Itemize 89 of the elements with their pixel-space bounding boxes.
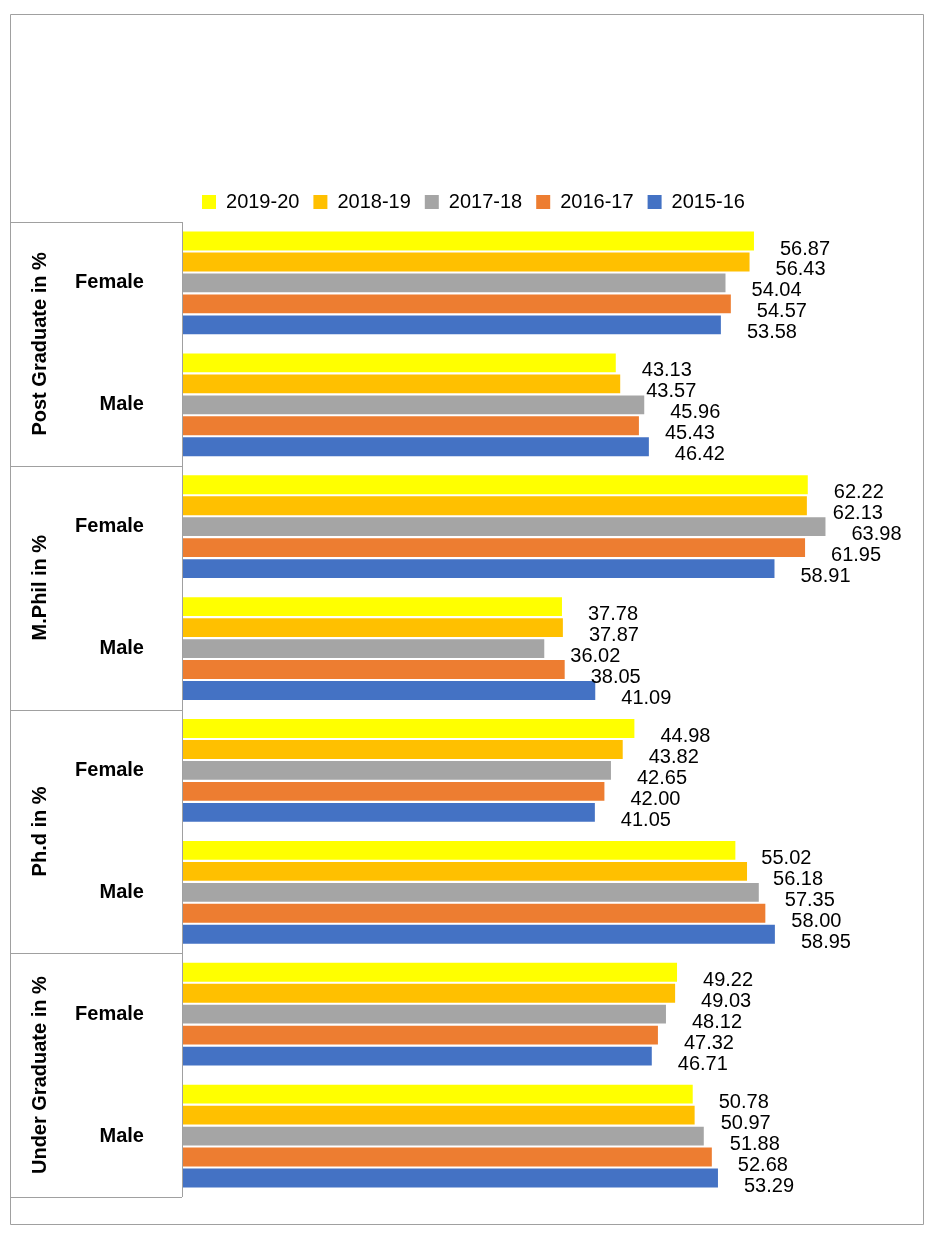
data-label: 57.35	[784, 887, 835, 910]
text: Ph.d in %	[27, 786, 50, 877]
data-label: 37.87	[588, 623, 639, 646]
text: M.Phil in %	[27, 534, 50, 641]
bar	[182, 597, 562, 617]
data-label: 51.88	[729, 1131, 780, 1154]
bar	[182, 740, 623, 759]
bar	[182, 1168, 718, 1188]
data-label: 41.05	[620, 807, 671, 830]
bar	[182, 903, 766, 923]
data-label: 62.22	[833, 480, 884, 503]
data-label: 42.65	[636, 765, 688, 788]
data-label: 36.02	[570, 644, 621, 667]
legend-label: 2017-18	[448, 189, 523, 212]
y-tick-label: Female	[75, 1001, 144, 1024]
bar	[182, 252, 750, 272]
bar	[182, 802, 595, 822]
y-tick-label: Male	[99, 879, 144, 902]
legend-label: 2015-16	[671, 189, 745, 212]
bar	[182, 781, 605, 801]
data-label: 46.71	[677, 1051, 728, 1074]
data-label: 44.98	[660, 724, 711, 747]
bar	[182, 618, 563, 638]
bar	[182, 496, 807, 516]
data-label: 49.03	[701, 988, 752, 1011]
bar	[182, 924, 775, 944]
bar	[182, 475, 808, 495]
data-label: 41.09	[621, 686, 672, 708]
bar	[182, 416, 639, 436]
bar	[182, 962, 678, 982]
data-label: 56.43	[775, 257, 826, 280]
data-label: 50.97	[720, 1110, 771, 1133]
data-label: 45.43	[664, 421, 715, 444]
data-label: 56.87	[779, 236, 831, 259]
data-label: 62.13	[832, 501, 883, 524]
data-label: 46.42	[674, 442, 725, 465]
data-label: 48.12	[691, 1009, 743, 1032]
data-label: 43.13	[641, 358, 692, 381]
legend-label: 2016-17	[560, 189, 634, 212]
bar	[182, 1046, 652, 1066]
data-label: 50.78	[718, 1089, 769, 1112]
bar	[182, 1084, 693, 1104]
data-label: 43.82	[648, 744, 699, 767]
data-label: 61.95	[831, 543, 882, 566]
data-label: 58.95	[800, 929, 851, 952]
data-label: 47.32	[683, 1030, 734, 1053]
bar	[182, 681, 596, 700]
data-label: 37.78	[587, 602, 639, 625]
data-label: 42.00	[630, 786, 681, 809]
data-label: 58.00	[791, 908, 842, 931]
bar	[182, 374, 621, 394]
bar	[182, 660, 565, 679]
y-tick-label: Male	[99, 636, 144, 659]
bar	[182, 983, 676, 1003]
data-label: 49.22	[703, 967, 754, 990]
data-label: 52.68	[737, 1152, 788, 1175]
data-label: 63.98	[851, 522, 902, 545]
data-label: 45.96	[670, 400, 721, 423]
data-label: 54.04	[751, 278, 802, 301]
bar	[182, 1105, 695, 1125]
bar	[182, 840, 736, 860]
bar	[182, 437, 649, 457]
data-label: 53.58	[746, 320, 797, 343]
data-label: 43.57	[646, 379, 697, 402]
bar	[182, 1147, 712, 1167]
y-tick-label: Female	[75, 270, 144, 293]
data-label: 58.91	[800, 564, 851, 587]
data-label: 55.02	[761, 845, 812, 868]
bar	[182, 294, 731, 314]
bar	[182, 231, 754, 251]
y-tick-label: Female	[75, 514, 144, 537]
y-tick-label: Female	[75, 757, 144, 780]
bar	[182, 315, 721, 335]
y-tick-label: Male	[99, 1123, 144, 1146]
y-tick-label: Male	[99, 392, 144, 415]
bar	[182, 559, 775, 579]
bar	[182, 353, 616, 373]
data-label: 53.29	[743, 1173, 795, 1196]
data-label: 56.18	[773, 866, 824, 889]
data-label: 38.05	[590, 665, 641, 688]
bar	[182, 538, 806, 558]
data-label: 54.57	[756, 299, 807, 322]
legend-label: 2018-19	[337, 189, 411, 212]
bar	[182, 861, 748, 881]
text: Under Graduate in %	[27, 976, 50, 1175]
legend-label: 2019-20	[226, 189, 300, 212]
text: Post Graduate in %	[27, 251, 50, 436]
bar	[182, 1025, 658, 1045]
bar	[182, 719, 635, 738]
